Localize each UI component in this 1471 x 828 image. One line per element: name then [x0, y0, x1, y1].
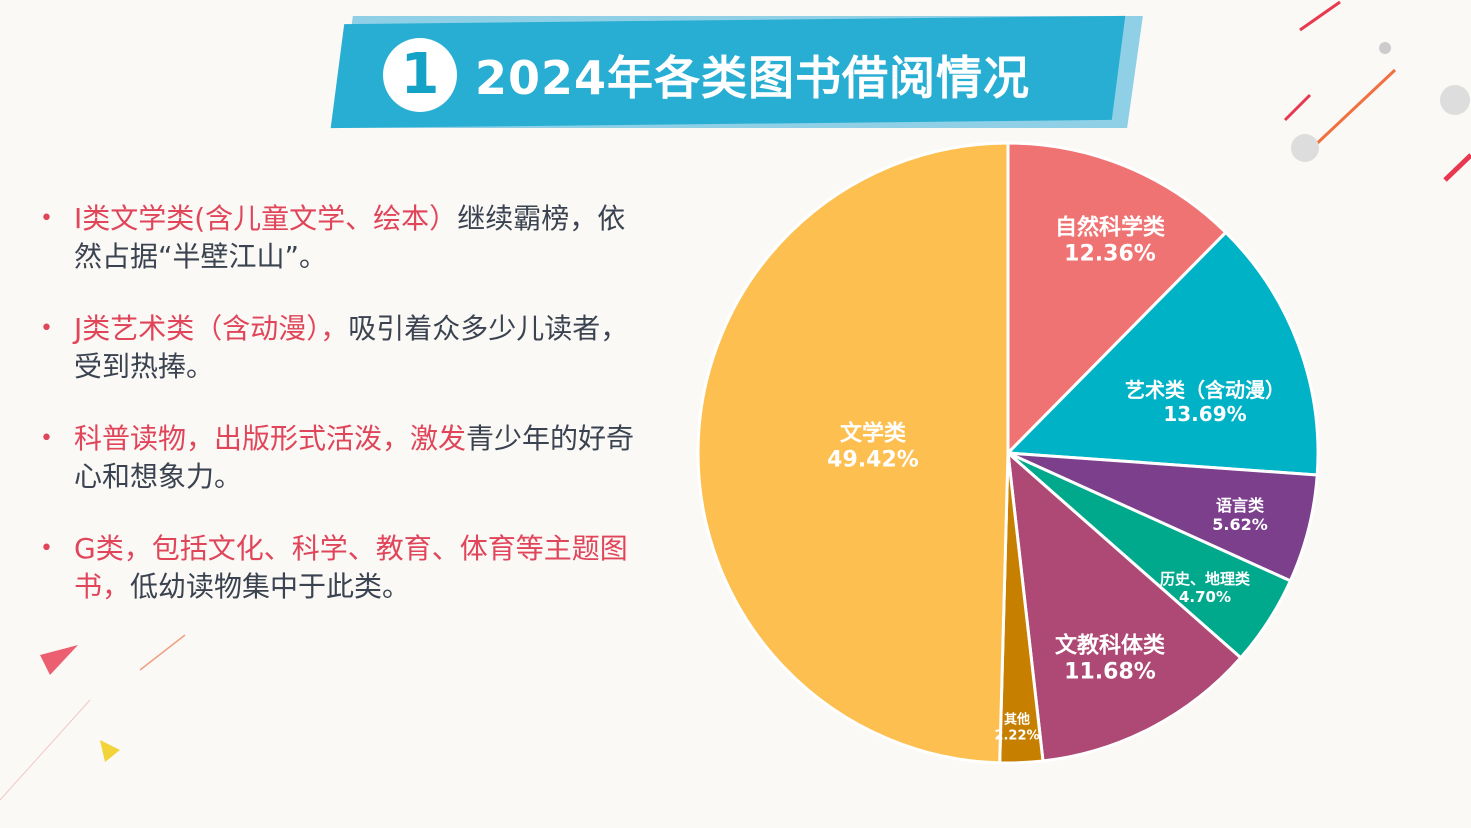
deco-line [139, 634, 186, 671]
slice-value: 2.22% [994, 728, 1040, 743]
deco-dot [1379, 42, 1391, 54]
pie-chart [696, 141, 1320, 765]
bullet-highlight: G类，包括文化、科学、教育、体育等主题图书， [74, 532, 628, 603]
slice-label: 自然科学类 12.36% [1055, 216, 1165, 269]
bullet-text: 低幼读物集中于此类。 [130, 570, 411, 603]
slice-name: 文学类 [839, 421, 907, 447]
slice-label: 其他 2.22% [994, 712, 1039, 743]
slice-label: 历史、地理类 4.70% [1160, 570, 1250, 606]
pie-slice [1006, 141, 1228, 457]
slice-name: 艺术类（含动漫） [1125, 378, 1285, 402]
bullet-dot: • [40, 536, 53, 561]
deco-dot [1440, 85, 1470, 115]
slice-name: 自然科学类 [1054, 215, 1166, 241]
slice-label: 语言类 5.62% [1212, 496, 1268, 534]
bullet-item: • J类艺术类（含动漫），吸引着众多少儿读者，受到热捧。 [40, 310, 640, 386]
slice-value: 12.36% [1064, 242, 1156, 267]
bullet-highlight: 科普读物，出版形式活泼，激发 [74, 422, 467, 455]
slice-value: 13.69% [1163, 402, 1247, 426]
bullet-text: 继续霸榜，依然占据“半壁江山”。 [74, 202, 626, 273]
bullet-item: • I类文学类(含儿童文学、绘本）继续霸榜，依然占据“半壁江山”。 [40, 200, 640, 276]
deco-line [0, 699, 91, 801]
bullet-item: • G类，包括文化、科学、教育、体育等主题图书，低幼读物集中于此类。 [40, 530, 640, 606]
bullet-list: • I类文学类(含儿童文学、绘本）继续霸榜，依然占据“半壁江山”。 • J类艺术类（… [40, 200, 640, 640]
slice-label: 文学类 49.42% [827, 422, 919, 475]
slice-value: 49.42% [827, 448, 919, 473]
deco-dot [1291, 134, 1319, 162]
slice-value: 11.68% [1064, 660, 1156, 685]
deco-line [1299, 0, 1341, 32]
deco-line [1283, 93, 1312, 122]
pie-slice [1004, 230, 1320, 477]
slice-value: 4.70% [1178, 588, 1232, 606]
bullet-highlight: J类艺术类（含动漫）， [74, 312, 349, 345]
bullet-item: • 科普读物，出版形式活泼，激发青少年的好奇心和想象力。 [40, 420, 640, 496]
bullet-text: 吸引着众多少儿读者，受到热捧。 [74, 312, 629, 383]
bullet-dot: • [40, 426, 53, 451]
slice-name: 语言类 [1215, 495, 1265, 515]
bullet-highlight: I类文学类(含儿童文学、绘本） [74, 202, 458, 235]
slice-label: 艺术类（含动漫） 13.69% [1125, 378, 1285, 426]
slice-name: 其他 [1003, 712, 1031, 728]
bullet-dot: • [40, 316, 53, 341]
pie-slice [1006, 449, 1243, 763]
section-number: 1 [383, 38, 457, 112]
slice-label: 文教科体类 11.68% [1055, 634, 1165, 687]
deco-line [1308, 68, 1397, 152]
deco-triangle [40, 645, 78, 675]
deco-triangle [100, 740, 120, 762]
deco-line [1443, 153, 1471, 182]
slice-name: 文教科体类 [1054, 633, 1166, 659]
pie-slice [696, 141, 1010, 765]
bullet-dot: • [40, 206, 53, 231]
slice-value: 5.62% [1212, 515, 1268, 534]
bullet-text: 青少年的好奇心和想象力。 [74, 422, 635, 493]
slice-name: 历史、地理类 [1159, 570, 1251, 588]
page-title: 2024年各类图书借阅情况 [475, 51, 1031, 105]
